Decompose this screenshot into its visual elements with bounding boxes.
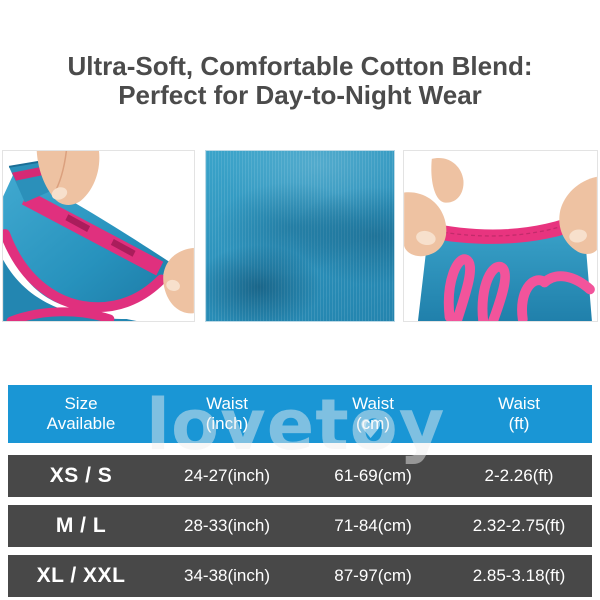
photo-fabric-texture	[205, 150, 395, 322]
cell-waist-inch: 24-27(inch)	[184, 466, 270, 485]
table-row-xl-xxl: XL / XXL 34-38(inch) 87-97(cm) 2.85-3.18…	[8, 555, 592, 597]
header-size-line1: Size	[64, 394, 98, 413]
cell-waist-ft: 2.85-3.18(ft)	[472, 566, 566, 585]
photo-waistband-stretch	[403, 150, 598, 322]
header-waist-cm: Waist (cm)	[300, 394, 446, 434]
table-row-m-l: M / L 28-33(inch) 71-84(cm) 2.32-2.75(ft…	[8, 505, 592, 547]
title-line-2: Perfect for Day-to-Night Wear	[118, 80, 482, 110]
header-waist-cm-line1: Waist	[352, 394, 394, 413]
cell-size: XL / XXL	[36, 564, 126, 587]
cell-size: M / L	[55, 514, 107, 537]
photo-stretch-brief	[2, 150, 195, 322]
header-size: Size Available	[8, 394, 154, 434]
table-row-xs-s: XS / S 24-27(inch) 61-69(cm) 2-2.26(ft)	[8, 455, 592, 497]
header-waist-inch-line1: Waist	[206, 394, 248, 413]
title-line-1: Ultra-Soft, Comfortable Cotton Blend:	[67, 51, 533, 81]
size-table-header: Size Available Waist (inch) Waist (cm) W…	[8, 385, 592, 443]
hand-top-left	[36, 151, 100, 205]
cell-size: XS / S	[49, 464, 113, 487]
cell-waist-ft: 2.32-2.75(ft)	[472, 516, 566, 535]
header-size-line2: Available	[46, 414, 116, 433]
cell-waist-cm: 61-69(cm)	[334, 466, 412, 485]
header-waist-ft: Waist (ft)	[446, 394, 592, 434]
cell-waist-inch: 34-38(inch)	[184, 566, 270, 585]
cell-waist-cm: 71-84(cm)	[334, 516, 412, 535]
hand-left	[404, 158, 464, 257]
header-waist-inch-line2: (inch)	[205, 414, 249, 433]
header-waist-inch: Waist (inch)	[154, 394, 300, 434]
hand-right	[163, 247, 194, 314]
header-waist-ft-line1: Waist	[498, 394, 540, 413]
script-logo	[443, 254, 595, 321]
waistband-illustration	[404, 158, 597, 321]
hand-right	[559, 176, 597, 254]
cell-waist-inch: 28-33(inch)	[184, 516, 270, 535]
photo-strip: lovetoy ♥	[0, 150, 600, 460]
page-title: Ultra-Soft, Comfortable Cotton Blend: Pe…	[0, 52, 600, 110]
size-table: Size Available Waist (inch) Waist (cm) W…	[8, 385, 592, 597]
cell-waist-ft: 2-2.26(ft)	[484, 466, 554, 485]
header-waist-cm-line2: (cm)	[356, 414, 390, 433]
header-waist-ft-line2: (ft)	[508, 414, 530, 433]
brief-illustration	[3, 151, 194, 321]
cell-waist-cm: 87-97(cm)	[334, 566, 412, 585]
